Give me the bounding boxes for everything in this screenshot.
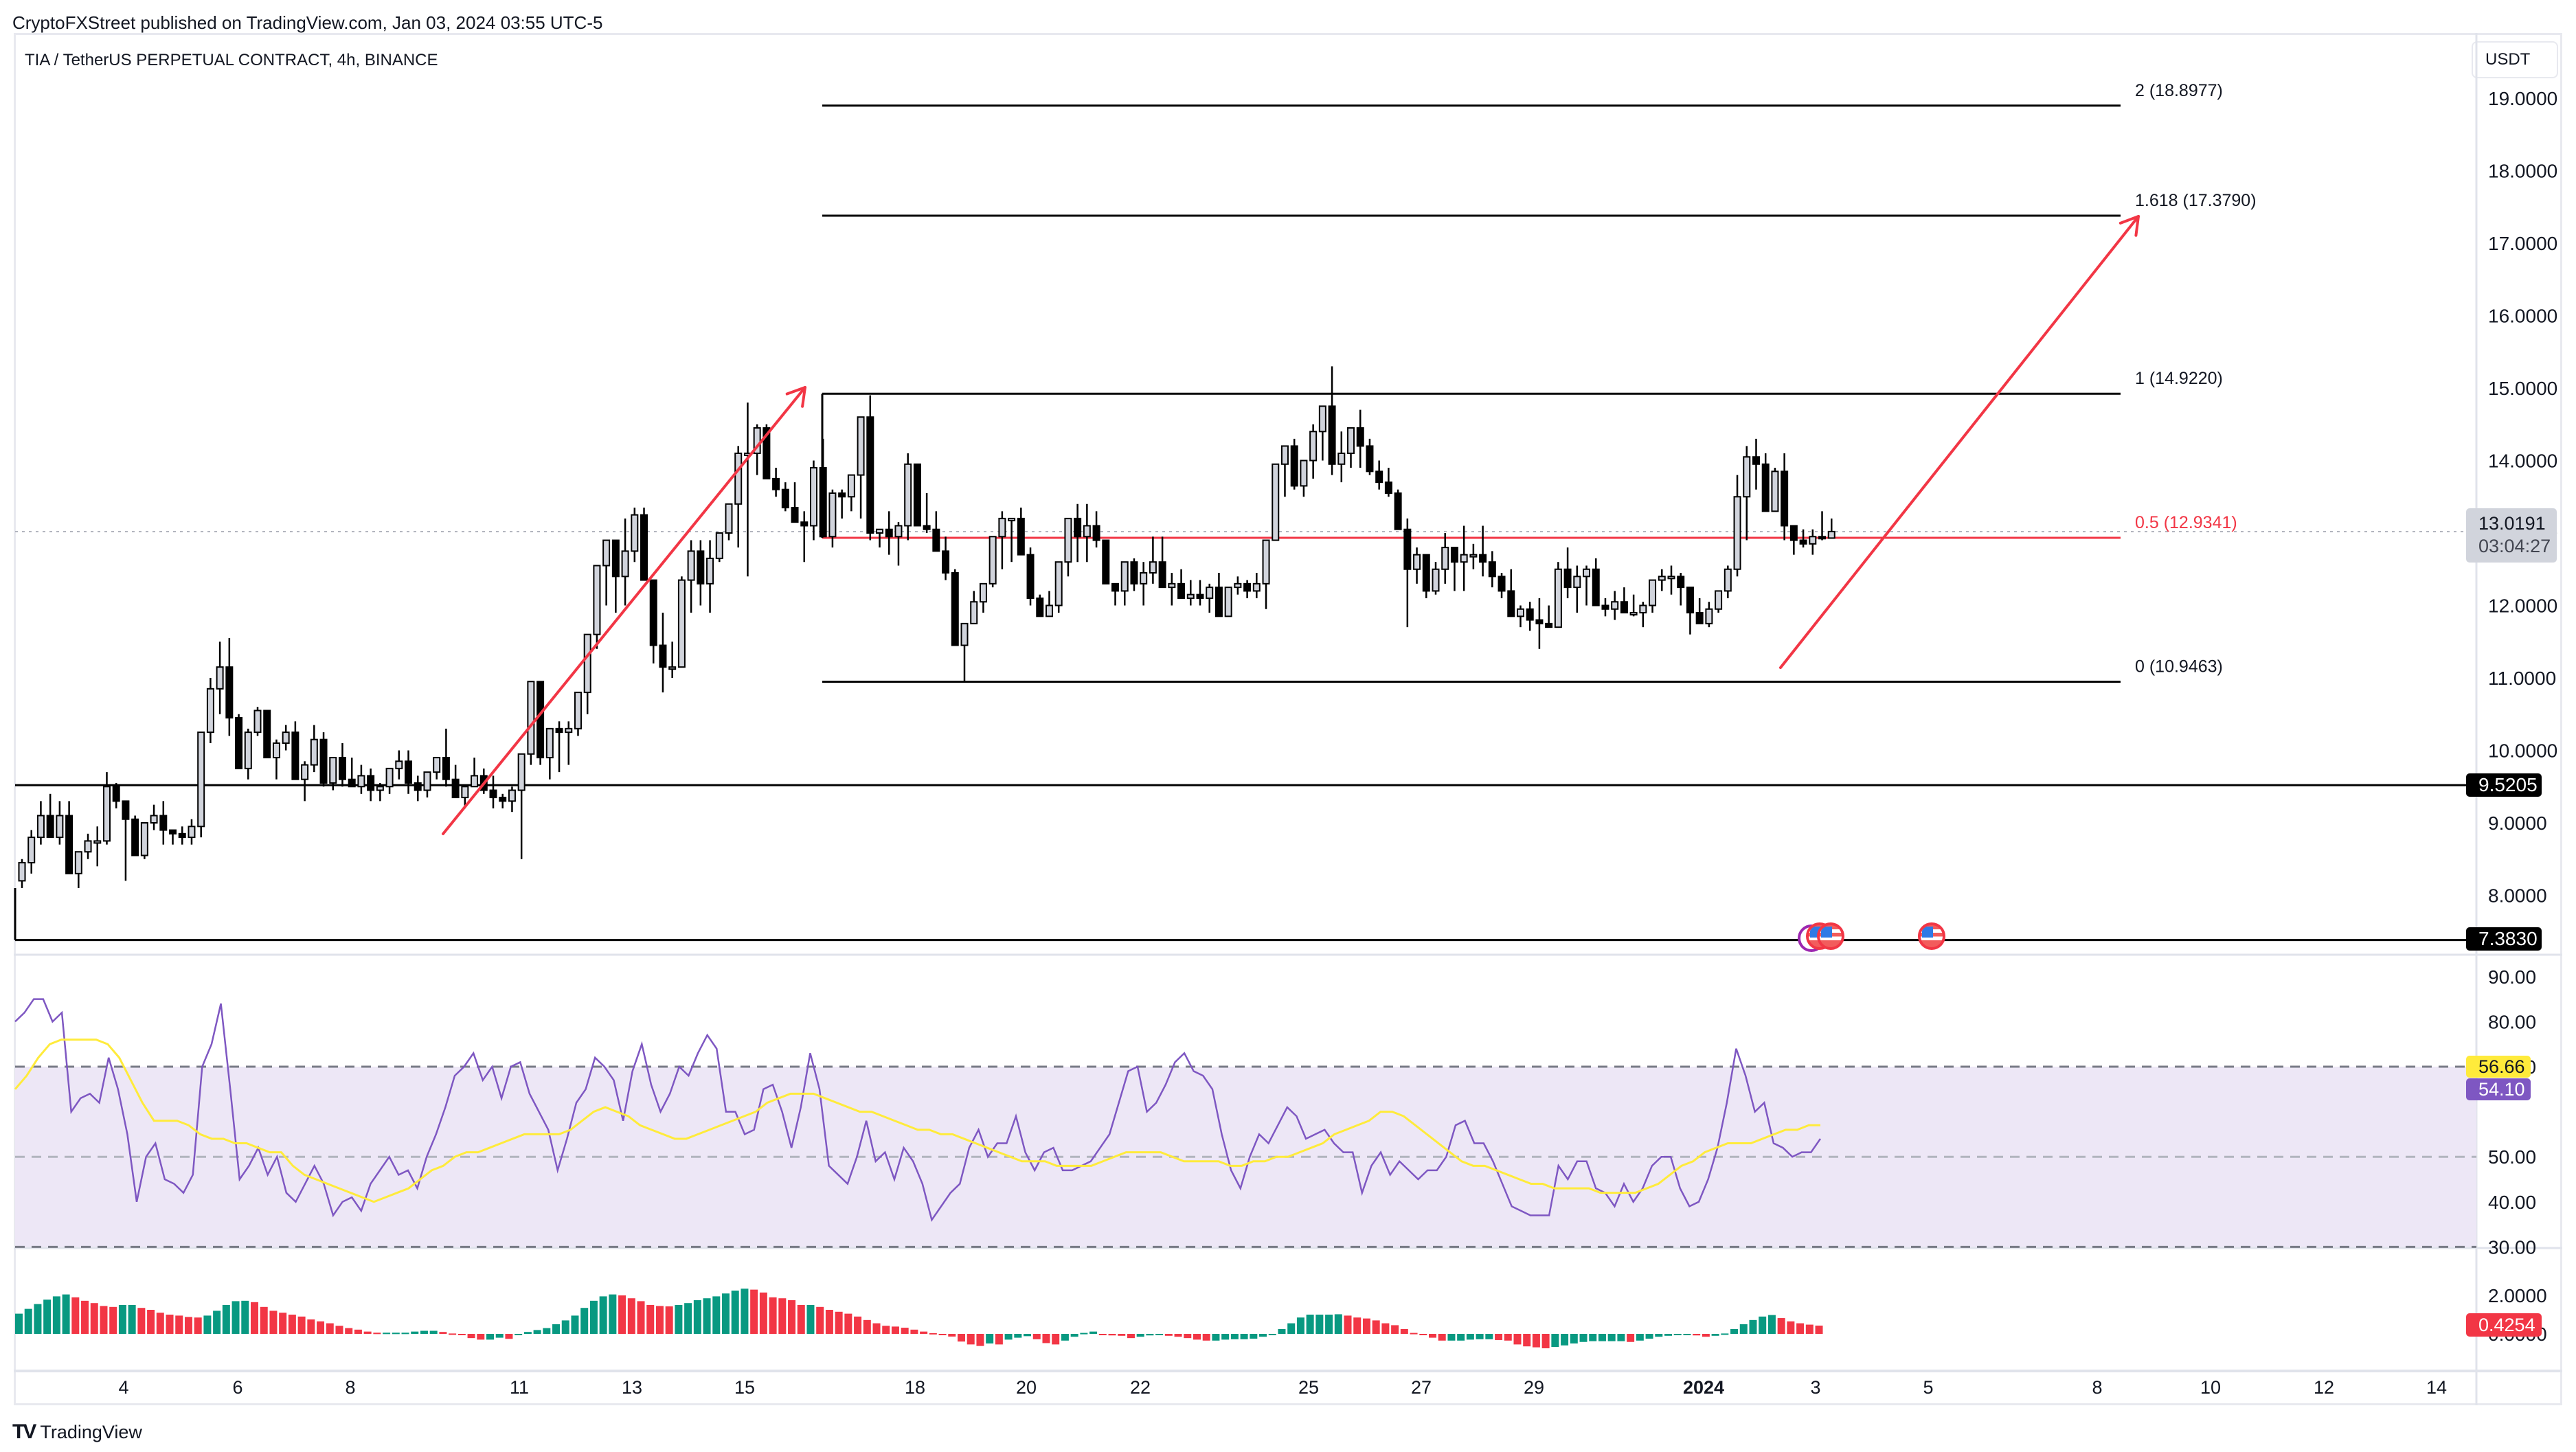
tradingview-logo-icon: TV — [12, 1420, 36, 1443]
svg-text:14.0000: 14.0000 — [2488, 451, 2557, 472]
rsi-value-tag: 54.10 — [2466, 1078, 2531, 1100]
svg-text:0.5 (12.9341): 0.5 (12.9341) — [2135, 513, 2237, 532]
time-label: 13 — [621, 1377, 643, 1398]
rsi-ma-value-tag: 56.66 — [2466, 1056, 2531, 1078]
time-label: 12 — [2313, 1377, 2335, 1398]
time-label: 5 — [1923, 1377, 1934, 1398]
svg-text:2.0000: 2.0000 — [2488, 1285, 2547, 1306]
publisher-line: CryptoFXStreet published on TradingView.… — [12, 12, 603, 33]
chart-frame — [14, 33, 2562, 1405]
currency-button[interactable]: USDT — [2472, 41, 2558, 78]
rsi-lines — [14, 998, 1822, 1222]
time-label: 10 — [2200, 1377, 2222, 1398]
svg-text:11.0000: 11.0000 — [2488, 668, 2556, 689]
svg-text:19.0000: 19.0000 — [2488, 88, 2557, 109]
time-label: 3 — [1810, 1377, 1821, 1398]
time-label: 27 — [1410, 1377, 1432, 1398]
time-label: 8 — [345, 1377, 356, 1398]
current-price-tag: 13.0191 03:04:27 — [2466, 508, 2557, 563]
svg-text:8.0000: 8.0000 — [2488, 885, 2547, 907]
svg-text:12.0000: 12.0000 — [2488, 595, 2557, 617]
candlestick-series — [18, 366, 1835, 888]
symbol-title[interactable]: TIA / TetherUS PERPETUAL CONTRACT, 4h, B… — [25, 51, 438, 69]
horizontal-lines[interactable] — [14, 530, 2476, 942]
time-label: 29 — [1523, 1377, 1545, 1398]
time-label: 15 — [734, 1377, 756, 1398]
svg-text:1 (14.9220): 1 (14.9220) — [2135, 369, 2223, 388]
rsi-band — [15, 1065, 2476, 1248]
time-label: 22 — [1129, 1377, 1151, 1398]
svg-text:50.00: 50.00 — [2488, 1146, 2536, 1168]
time-label: 4 — [118, 1377, 129, 1398]
us-flag-event-icon[interactable] — [1918, 922, 1945, 950]
svg-text:90.00: 90.00 — [2488, 966, 2536, 988]
svg-text:30.00: 30.00 — [2488, 1236, 2536, 1258]
fibonacci-extension[interactable]: 2 (18.8977) 1.618 (17.3790) 1 (14.9220) 0.5… — [821, 81, 2257, 683]
svg-text:9.0000: 9.0000 — [2488, 813, 2547, 834]
svg-text:0 (10.9463): 0 (10.9463) — [2135, 657, 2223, 677]
time-label: 18 — [904, 1377, 926, 1398]
svg-text:1.618 (17.3790): 1.618 (17.3790) — [2135, 191, 2257, 210]
svg-text:2 (18.8977): 2 (18.8977) — [2135, 81, 2223, 100]
us-flag-event-icon[interactable] — [1817, 922, 1844, 950]
time-label: 6 — [232, 1377, 243, 1398]
histogram-value-tag: 0.4254 — [2466, 1313, 2542, 1337]
svg-text:16.0000: 16.0000 — [2488, 306, 2557, 327]
svg-text:18.0000: 18.0000 — [2488, 161, 2557, 182]
trend-arrows[interactable] — [442, 215, 2140, 835]
candle-countdown: 03:04:27 — [2478, 536, 2551, 556]
svg-text:10.0000: 10.0000 — [2488, 740, 2557, 762]
svg-text:17.0000: 17.0000 — [2488, 233, 2557, 254]
hline-tag-9-5205: 9.5205 — [2466, 773, 2542, 797]
time-label: 14 — [2426, 1377, 2448, 1398]
svg-text:80.00: 80.00 — [2488, 1011, 2536, 1032]
histogram-bars — [15, 1289, 1823, 1348]
time-label: 8 — [2092, 1377, 2103, 1398]
tradingview-logo: TV TradingView — [12, 1420, 142, 1444]
time-label: 2024 — [1682, 1377, 1725, 1398]
tradingview-logo-text: TradingView — [40, 1421, 142, 1442]
pane-dividers — [14, 33, 2562, 1405]
current-price: 13.0191 — [2478, 513, 2546, 534]
svg-text:15.0000: 15.0000 — [2488, 378, 2557, 399]
time-label: 20 — [1015, 1377, 1037, 1398]
price-axis-ticks: 19.0000 18.0000 17.0000 16.0000 15.0000 14.00… — [2488, 88, 2557, 1345]
hline-tag-7-3830: 7.3830 — [2466, 927, 2542, 951]
svg-text:40.00: 40.00 — [2488, 1192, 2536, 1213]
time-label: 25 — [1298, 1377, 1320, 1398]
time-label: 11 — [509, 1377, 530, 1398]
